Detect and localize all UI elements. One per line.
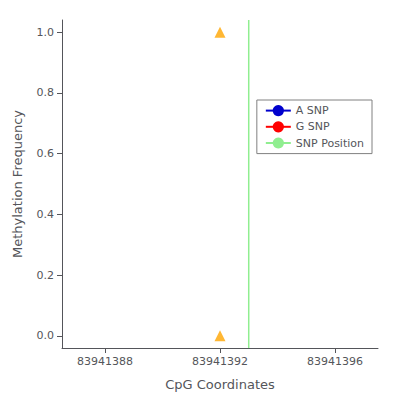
svg-text:CpG Coordinates: CpG Coordinates [165,377,275,392]
svg-text:Methylation Frequency: Methylation Frequency [10,110,25,258]
svg-text:A SNP: A SNP [296,104,329,117]
svg-text:83941392: 83941392 [192,355,248,368]
svg-text:83941388: 83941388 [77,355,133,368]
svg-text:0.4: 0.4 [37,208,55,221]
svg-text:83941396: 83941396 [307,355,363,368]
svg-text:1.0: 1.0 [37,26,55,39]
svg-text:G SNP: G SNP [296,120,330,133]
svg-text:0.0: 0.0 [37,329,55,342]
svg-text:0.2: 0.2 [37,269,55,282]
svg-text:SNP Position: SNP Position [296,137,364,150]
svg-text:0.8: 0.8 [37,86,55,99]
svg-text:0.6: 0.6 [37,147,55,160]
